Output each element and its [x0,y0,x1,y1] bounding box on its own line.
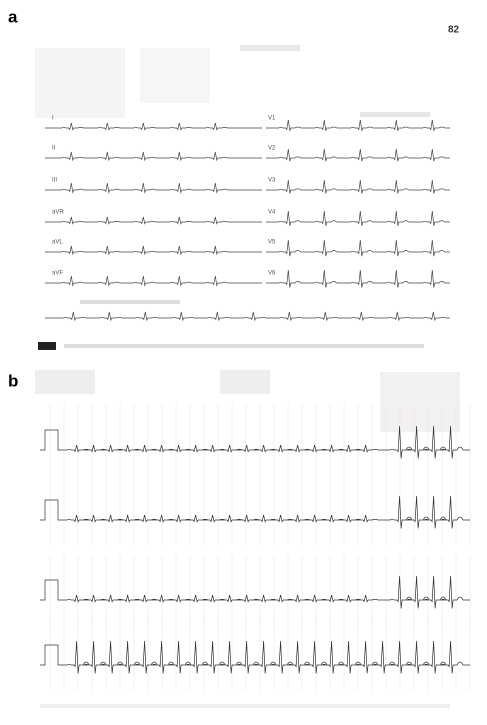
lead-label: V4 [268,210,276,216]
lead-label: V2 [268,146,276,152]
lead-label: V5 [268,240,276,246]
lead-label: aVF [52,271,63,277]
figure: a 82 IV1IIV2IIIV3aVRV4aVLV5aVFV6 b [0,0,487,720]
marker [38,342,56,350]
lead-label: III [52,178,57,184]
annotation-blur [80,300,180,304]
lead-label: V1 [268,116,276,122]
lead-label: aVR [52,210,64,216]
lead-label: II [52,146,56,152]
footer-blur-b [40,704,450,708]
panel-label: a [8,7,18,26]
panel-label: b [8,371,18,390]
lead-label: aVL [52,240,63,246]
lead-label: V3 [268,178,276,184]
heart-rate: 82 [448,25,460,36]
footer-blur [64,344,424,348]
lead-label: V6 [268,271,276,277]
